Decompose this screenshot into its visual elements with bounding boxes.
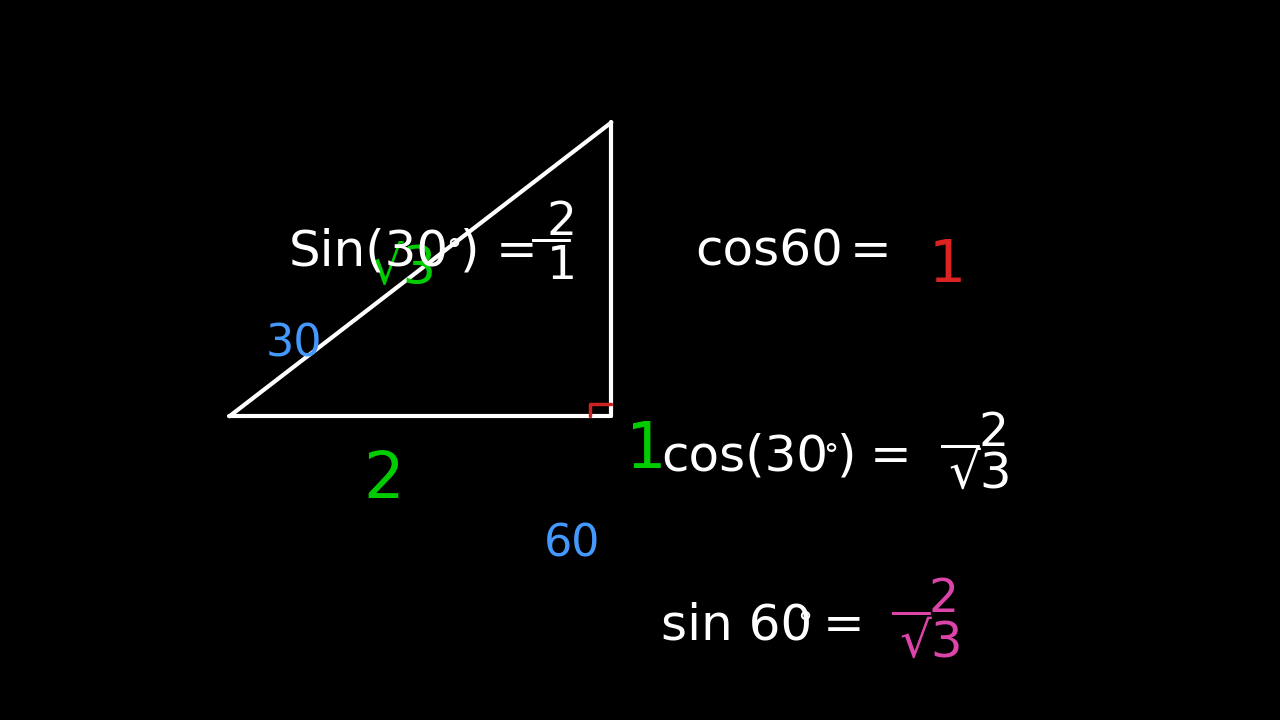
Text: √3: √3	[370, 243, 436, 295]
Text: °: °	[823, 442, 838, 472]
Text: √3: √3	[948, 449, 1012, 498]
Text: 1: 1	[547, 244, 577, 289]
Text: 2: 2	[929, 577, 959, 622]
Text: °: °	[445, 237, 461, 266]
Text: 2: 2	[364, 449, 403, 511]
Text: ): )	[460, 228, 479, 276]
Text: =: =	[823, 602, 864, 650]
Text: =: =	[850, 228, 891, 276]
Text: cos(30: cos(30	[660, 433, 828, 481]
Text: cos60: cos60	[696, 228, 844, 276]
Text: 2: 2	[978, 410, 1009, 456]
Text: Sin(30: Sin(30	[289, 228, 449, 276]
Text: 1: 1	[626, 418, 667, 480]
Text: ): )	[837, 433, 856, 481]
Text: =: =	[495, 228, 538, 276]
Text: 1: 1	[929, 237, 966, 294]
Text: 60: 60	[544, 522, 600, 565]
Text: ―: ―	[892, 594, 931, 631]
Text: 2: 2	[547, 200, 577, 245]
Text: °: °	[797, 611, 812, 639]
Text: 30: 30	[266, 323, 323, 366]
Text: sin 60: sin 60	[660, 602, 813, 650]
Text: ―: ―	[941, 428, 979, 465]
Text: ―: ―	[532, 221, 571, 259]
Text: =: =	[869, 433, 911, 481]
Text: √3: √3	[899, 618, 963, 667]
